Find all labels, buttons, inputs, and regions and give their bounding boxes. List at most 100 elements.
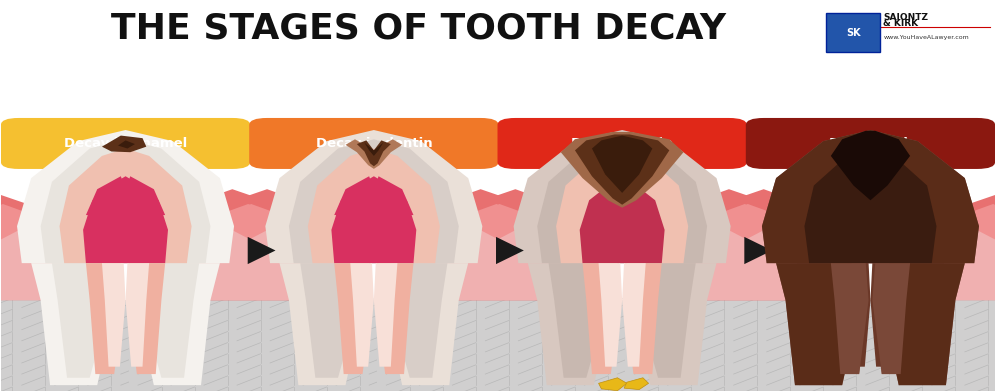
Polygon shape — [580, 176, 664, 263]
Polygon shape — [636, 263, 696, 378]
Text: Abscess: Abscess — [533, 281, 594, 319]
Polygon shape — [388, 219, 515, 300]
Text: Dentin: Dentin — [357, 130, 433, 158]
Polygon shape — [376, 189, 594, 300]
Polygon shape — [135, 263, 220, 385]
Polygon shape — [481, 219, 608, 300]
Polygon shape — [332, 176, 416, 263]
Text: SK: SK — [847, 27, 861, 38]
Polygon shape — [127, 263, 165, 374]
Polygon shape — [884, 219, 996, 300]
Text: Decay in pulp: Decay in pulp — [572, 137, 673, 150]
Polygon shape — [561, 132, 683, 208]
Polygon shape — [335, 263, 372, 374]
Polygon shape — [0, 300, 371, 392]
Polygon shape — [60, 149, 191, 263]
Polygon shape — [729, 219, 857, 300]
Polygon shape — [776, 263, 861, 385]
Polygon shape — [102, 136, 146, 152]
Polygon shape — [308, 149, 440, 263]
Text: Dead tooth: Dead tooth — [829, 137, 912, 150]
Polygon shape — [289, 139, 459, 263]
Polygon shape — [0, 204, 102, 300]
Polygon shape — [351, 263, 374, 367]
Polygon shape — [744, 237, 772, 264]
FancyBboxPatch shape — [498, 118, 747, 169]
Text: Pulp: Pulp — [610, 126, 667, 156]
Polygon shape — [397, 204, 572, 300]
Polygon shape — [86, 263, 124, 374]
Text: SAIONTZ: SAIONTZ — [883, 13, 928, 22]
Polygon shape — [556, 149, 688, 263]
Polygon shape — [357, 140, 390, 166]
Polygon shape — [549, 263, 608, 378]
Polygon shape — [872, 263, 910, 374]
Polygon shape — [83, 176, 168, 263]
Polygon shape — [831, 263, 869, 374]
FancyBboxPatch shape — [746, 118, 995, 169]
Polygon shape — [402, 189, 620, 300]
Polygon shape — [346, 139, 402, 169]
Polygon shape — [17, 130, 234, 263]
Polygon shape — [335, 176, 374, 215]
Polygon shape — [625, 300, 996, 392]
Polygon shape — [139, 219, 267, 300]
Text: & KIRK: & KIRK — [883, 20, 918, 29]
Polygon shape — [128, 189, 346, 300]
Polygon shape — [762, 130, 979, 263]
Polygon shape — [762, 130, 979, 263]
Polygon shape — [624, 263, 661, 374]
Text: THE STAGES OF TOOTH DECAY: THE STAGES OF TOOTH DECAY — [111, 11, 726, 45]
Polygon shape — [805, 149, 936, 263]
Polygon shape — [374, 176, 413, 215]
Polygon shape — [375, 263, 413, 374]
Polygon shape — [625, 189, 843, 300]
Polygon shape — [383, 263, 468, 385]
Polygon shape — [118, 140, 135, 149]
Polygon shape — [102, 263, 125, 367]
Polygon shape — [265, 130, 482, 263]
Polygon shape — [52, 263, 112, 378]
Polygon shape — [175, 204, 351, 300]
Polygon shape — [599, 378, 626, 391]
Polygon shape — [300, 263, 360, 378]
Text: Decay in enamel: Decay in enamel — [64, 137, 187, 150]
Polygon shape — [31, 263, 117, 385]
Polygon shape — [153, 189, 371, 300]
Polygon shape — [424, 204, 599, 300]
Polygon shape — [537, 139, 707, 263]
Polygon shape — [847, 263, 871, 367]
Polygon shape — [86, 176, 125, 215]
Text: Decay in dentin: Decay in dentin — [316, 137, 432, 150]
Polygon shape — [879, 263, 965, 385]
Polygon shape — [871, 263, 894, 367]
Polygon shape — [388, 263, 447, 378]
Polygon shape — [805, 149, 936, 263]
Polygon shape — [879, 263, 965, 385]
FancyBboxPatch shape — [826, 13, 880, 52]
Polygon shape — [280, 263, 365, 385]
Polygon shape — [831, 131, 910, 200]
Polygon shape — [0, 219, 112, 300]
Polygon shape — [797, 263, 857, 378]
Polygon shape — [514, 130, 731, 263]
Polygon shape — [496, 237, 524, 264]
Polygon shape — [128, 300, 620, 392]
Polygon shape — [0, 189, 98, 300]
Polygon shape — [365, 143, 383, 156]
Polygon shape — [624, 378, 648, 390]
Polygon shape — [622, 263, 645, 367]
FancyBboxPatch shape — [249, 118, 498, 169]
Text: Enamel: Enamel — [117, 130, 199, 158]
Polygon shape — [374, 263, 397, 367]
Polygon shape — [125, 263, 149, 367]
Polygon shape — [583, 263, 621, 374]
Polygon shape — [575, 134, 669, 205]
Polygon shape — [776, 263, 861, 385]
Polygon shape — [828, 176, 913, 263]
Polygon shape — [599, 263, 622, 367]
Polygon shape — [894, 204, 996, 300]
Polygon shape — [125, 176, 165, 215]
Polygon shape — [248, 237, 276, 264]
Polygon shape — [872, 263, 910, 374]
